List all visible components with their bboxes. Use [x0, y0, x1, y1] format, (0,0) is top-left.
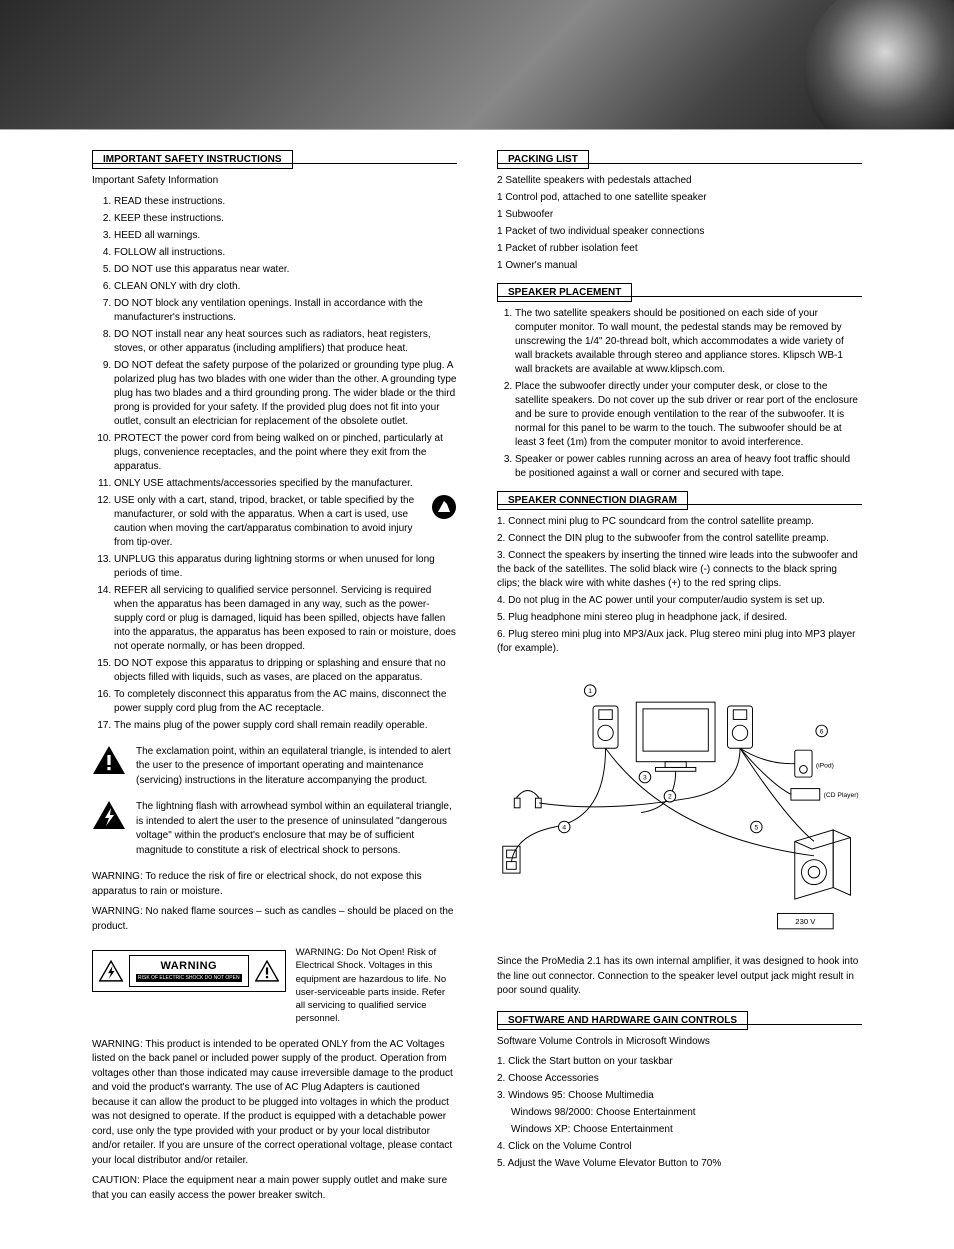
safety-item: CLEAN ONLY with dry cloth.	[114, 280, 457, 294]
heading-placement: SPEAKER PLACEMENT	[497, 283, 632, 302]
lightning-triangle-icon	[92, 800, 126, 830]
conn-item: 5. Plug headphone mini stereo plug in he…	[497, 611, 862, 625]
svg-text:(iPod): (iPod)	[816, 762, 834, 769]
safety-item: DO NOT expose this apparatus to dripping…	[114, 657, 457, 685]
heading-software: SOFTWARE AND HARDWARE GAIN CONTROLS	[497, 1011, 748, 1030]
conn-item: 3. Connect the speakers by inserting the…	[497, 549, 862, 591]
connection-note: Since the ProMedia 2.1 has its own inter…	[497, 955, 862, 999]
warnbox-sub: RISK OF ELECTRIC SHOCK DO NOT OPEN	[136, 974, 242, 982]
intro: Important Safety Information	[92, 174, 457, 189]
sw-item: 2. Choose Accessories	[497, 1072, 862, 1086]
sw-item: 3. Windows 95: Choose Multimedia	[497, 1089, 862, 1103]
safety-item: FOLLOW all instructions.	[114, 246, 457, 260]
svg-text:(CD Player): (CD Player)	[824, 792, 859, 799]
safety-item: DO NOT use this apparatus near water.	[114, 263, 457, 277]
sw-title: Software Volume Controls in Microsoft Wi…	[497, 1035, 862, 1050]
sw-item: 4. Click on the Volume Control	[497, 1140, 862, 1154]
exclamation-triangle-icon	[92, 745, 126, 775]
page: IMPORTANT SAFETY INSTRUCTIONS Important …	[0, 130, 954, 1249]
svg-text:5: 5	[754, 824, 758, 831]
sw-item: Windows 98/2000: Choose Entertainment	[497, 1106, 862, 1120]
svg-text:3: 3	[643, 774, 647, 781]
exclam-row: The exclamation point, within an equilat…	[92, 745, 457, 789]
warning-voltage: WARNING: This product is intended to be …	[92, 1038, 457, 1169]
pack-item: 1 Owner's manual	[497, 259, 862, 273]
safety-item: To completely disconnect this apparatus …	[114, 688, 457, 716]
warning-flame: WARNING: No naked flame sources – such a…	[92, 905, 457, 934]
cart-tip-icon	[431, 494, 457, 525]
sw-item: Windows XP: Choose Entertainment	[497, 1123, 862, 1137]
heading-packing: PACKING LIST	[497, 150, 589, 169]
bolt-text: The lightning flash with arrowhead symbo…	[136, 800, 457, 858]
warning-open: WARNING: Do Not Open! Risk of Electrical…	[296, 946, 457, 1026]
safety-item: UNPLUG this apparatus during lightning s…	[114, 553, 457, 581]
lightning-triangle-icon	[99, 960, 123, 982]
exclamation-triangle-icon	[255, 960, 279, 982]
sw-item: 1. Click the Start button on your taskba…	[497, 1055, 862, 1069]
safety-item: REFER all servicing to qualified service…	[114, 584, 457, 654]
safety-item: DO NOT defeat the safety purpose of the …	[114, 359, 457, 429]
placement-list: The two satellite speakers should be pos…	[497, 307, 862, 481]
safety-item: DO NOT install near any heat sources suc…	[114, 328, 457, 356]
svg-text:4: 4	[562, 824, 566, 831]
svg-text:2: 2	[668, 794, 672, 801]
safety-item: USE only with a cart, stand, tripod, bra…	[114, 494, 457, 550]
safety-list: READ these instructions. KEEP these inst…	[92, 195, 457, 733]
left-column: IMPORTANT SAFETY INSTRUCTIONS Important …	[92, 144, 457, 1209]
pack-item: 1 Control pod, attached to one satellite…	[497, 191, 862, 205]
safety-item: HEED all warnings.	[114, 229, 457, 243]
place-item: Place the subwoofer directly under your …	[515, 380, 862, 450]
packotype:list: 2 Satellite speakers with pedestals atta…	[497, 174, 862, 273]
conn-item: 4. Do not plug in the AC power until you…	[497, 594, 862, 608]
safety-item: READ these instructions.	[114, 195, 457, 209]
safety-item: PROTECT the power cord from being walked…	[114, 432, 457, 474]
svg-text:1: 1	[588, 688, 592, 695]
safety-item: ONLY USE attachments/accessories specifi…	[114, 477, 457, 491]
svg-text:230 V: 230 V	[795, 917, 816, 926]
safety-item: KEEP these instructions.	[114, 212, 457, 226]
bolt-row: The lightning flash with arrowhead symbo…	[92, 800, 457, 858]
pack-item: 1 Packet of two individual speaker conne…	[497, 225, 862, 239]
place-item: Speaker or power cables running across a…	[515, 453, 862, 481]
conn-item: 2. Connect the DIN plug to the subwoofer…	[497, 532, 862, 546]
pack-item: 2 Satellite speakers with pedestals atta…	[497, 174, 862, 188]
safety-item: The mains plug of the power supply cord …	[114, 719, 457, 733]
heading-safety: IMPORTANT SAFETY INSTRUCTIONS	[92, 150, 293, 169]
svg-text:6: 6	[820, 728, 824, 735]
warnbox-title: WARNING	[136, 960, 242, 972]
right-column: PACKING LIST 2 Satellite speakers with p…	[497, 144, 862, 1209]
warning-rain: WARNING: To reduce the risk of fire or e…	[92, 870, 457, 899]
heading-connection: SPEAKER CONNECTION DIAGRAM	[497, 491, 688, 510]
warning-box: WARNING RISK OF ELECTRIC SHOCK DO NOT OP…	[92, 950, 286, 992]
exclam-text: The exclamation point, within an equilat…	[136, 745, 457, 789]
pack-item: 1 Packet of rubber isolation feet	[497, 242, 862, 256]
hero-image	[0, 0, 954, 130]
conn-item: 1. Connect mini plug to PC soundcard fro…	[497, 515, 862, 529]
connection-diagram: (iPod) (CD Player) 230 V	[497, 668, 862, 938]
conn-item: 6. Plug stereo mini plug into MP3/Aux ja…	[497, 628, 862, 656]
caution: CAUTION: Place the equipment near a main…	[92, 1174, 457, 1203]
pack-item: 1 Subwoofer	[497, 208, 862, 222]
sw-item: 5. Adjust the Wave Volume Elevator Butto…	[497, 1157, 862, 1171]
safety-item: DO NOT block any ventilation openings. I…	[114, 297, 457, 325]
sw-list: 1. Click the Start button on your taskba…	[497, 1055, 862, 1171]
place-item: The two satellite speakers should be pos…	[515, 307, 862, 377]
connection-list: 1. Connect mini plug to PC soundcard fro…	[497, 515, 862, 656]
